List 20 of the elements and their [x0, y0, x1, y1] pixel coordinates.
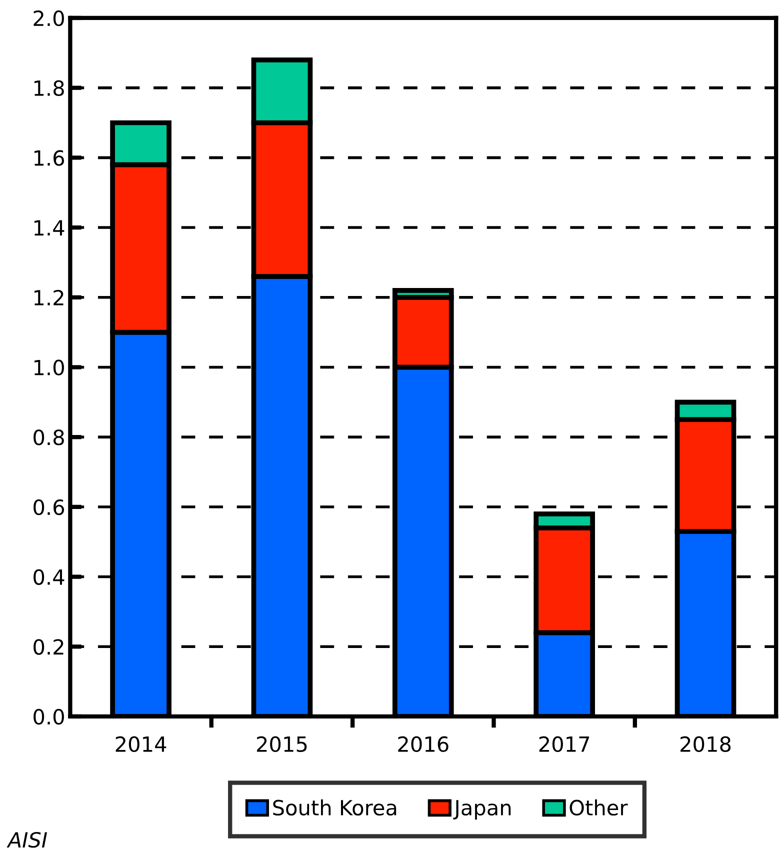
y-tick-label: 0.4: [34, 569, 64, 585]
x-tick-label: 2015: [256, 736, 307, 752]
y-tick-label: 1.2: [34, 290, 64, 306]
x-tick-label: 2017: [539, 736, 590, 752]
legend-label: South Korea: [273, 799, 396, 816]
y-tick-label: 1.4: [34, 220, 64, 236]
legend-label: Other: [570, 799, 628, 816]
x-tick-label: 2016: [398, 736, 448, 752]
y-tick-label: 2.0: [34, 10, 64, 26]
y-tick-label: 0.8: [34, 430, 64, 446]
y-tick-label: 0.6: [34, 499, 64, 516]
text: AISI: [6, 832, 48, 848]
y-tick-label: 0.2: [34, 639, 64, 655]
y-tick-label: 1.0: [34, 360, 64, 376]
legend-label: Japan: [453, 800, 511, 820]
y-tick-label: 0.0: [34, 708, 64, 725]
x-tick-label: 2018: [680, 736, 731, 752]
x-tick-label: 2014: [116, 736, 166, 752]
y-tick-label: 1.8: [34, 80, 64, 96]
y-tick-label: 1.6: [34, 150, 64, 166]
